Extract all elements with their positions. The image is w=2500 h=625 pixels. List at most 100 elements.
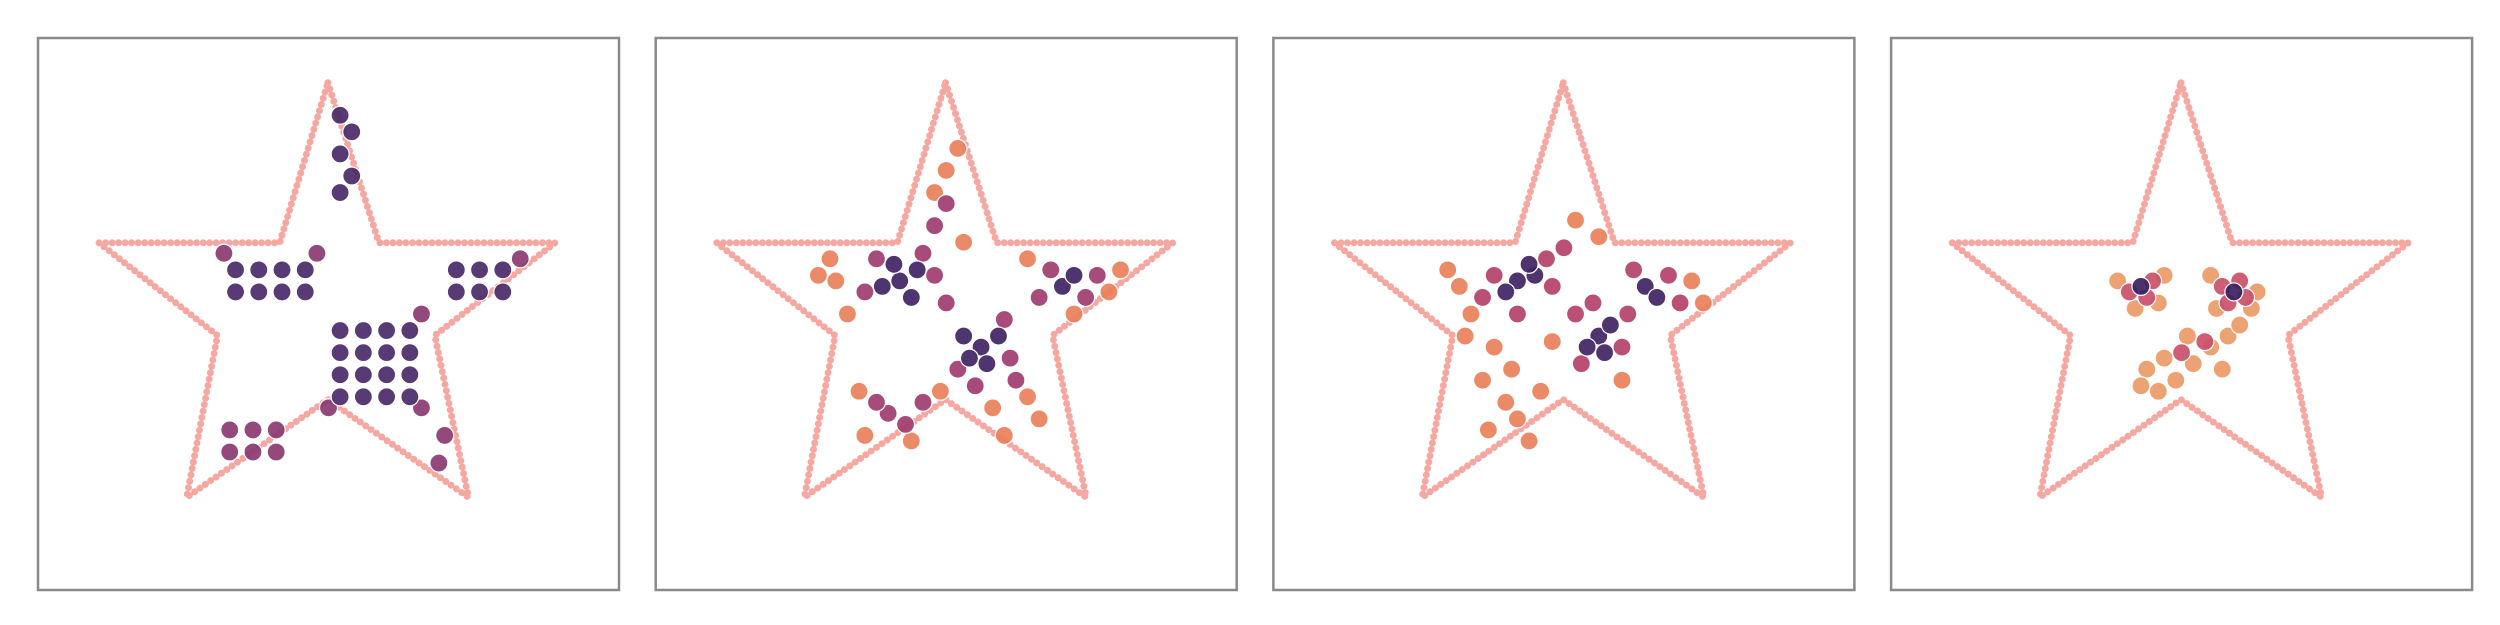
point xyxy=(1064,304,1084,324)
point xyxy=(948,138,968,158)
point xyxy=(353,343,373,363)
point xyxy=(994,309,1014,330)
point xyxy=(1496,392,1516,412)
point xyxy=(220,442,240,462)
point xyxy=(330,320,350,341)
point xyxy=(948,359,968,379)
point xyxy=(330,144,350,164)
point xyxy=(469,260,490,280)
point xyxy=(2154,348,2174,368)
point xyxy=(977,354,997,374)
point xyxy=(2131,276,2151,296)
panel xyxy=(36,36,621,592)
point xyxy=(318,398,339,418)
point xyxy=(1565,304,1586,324)
point xyxy=(1029,287,1049,308)
point xyxy=(493,282,513,302)
point xyxy=(435,425,455,446)
panel-frame xyxy=(654,36,1238,592)
point xyxy=(866,392,887,412)
point xyxy=(1041,260,1061,280)
point xyxy=(2108,271,2128,291)
point xyxy=(214,243,234,263)
star-outline xyxy=(1948,79,2412,501)
point xyxy=(2218,326,2238,346)
point xyxy=(353,365,373,385)
panel xyxy=(1272,36,1856,592)
point xyxy=(1531,381,1551,401)
point xyxy=(272,260,292,280)
point xyxy=(1519,431,1539,451)
point xyxy=(1000,348,1020,368)
point xyxy=(913,392,933,412)
point xyxy=(1519,254,1539,274)
point xyxy=(266,420,286,440)
point xyxy=(1507,409,1528,429)
point xyxy=(330,387,350,407)
point xyxy=(1594,343,1615,363)
point xyxy=(1502,359,1522,379)
point xyxy=(954,326,974,346)
point xyxy=(901,431,921,451)
point xyxy=(353,387,373,407)
point xyxy=(890,271,910,291)
point xyxy=(826,271,846,291)
point xyxy=(936,293,956,313)
point xyxy=(330,182,350,203)
point xyxy=(1542,332,1562,352)
point xyxy=(1571,354,1591,374)
point xyxy=(1087,265,1107,285)
point xyxy=(2148,381,2168,401)
point xyxy=(808,265,828,285)
point xyxy=(353,320,373,341)
point xyxy=(1017,387,1038,407)
point xyxy=(1006,370,1026,390)
point xyxy=(377,365,397,385)
point xyxy=(1017,249,1038,269)
point xyxy=(411,304,432,324)
point xyxy=(1624,260,1644,280)
point xyxy=(220,420,240,440)
point xyxy=(2131,376,2151,396)
point xyxy=(884,254,904,274)
point xyxy=(243,442,263,462)
point xyxy=(1600,315,1620,335)
point xyxy=(866,249,887,269)
point xyxy=(429,453,449,473)
panel xyxy=(1889,36,2474,592)
point xyxy=(411,398,432,418)
point xyxy=(1484,265,1504,285)
point xyxy=(272,282,292,302)
point xyxy=(1612,337,1632,357)
point xyxy=(295,260,315,280)
point xyxy=(1461,304,1481,324)
point xyxy=(400,320,420,341)
point xyxy=(965,376,985,396)
star-outline xyxy=(713,79,1177,501)
point xyxy=(493,260,513,280)
point xyxy=(377,320,397,341)
point xyxy=(1099,282,1119,302)
point xyxy=(1542,276,1562,296)
point xyxy=(1554,238,1574,258)
point xyxy=(446,260,466,280)
point xyxy=(266,442,286,462)
point xyxy=(1658,265,1679,285)
point xyxy=(2224,282,2244,302)
point xyxy=(1577,337,1597,357)
point xyxy=(1455,326,1475,346)
point xyxy=(1110,260,1131,280)
point xyxy=(837,304,858,324)
point xyxy=(878,403,898,423)
point xyxy=(1647,287,1667,308)
point xyxy=(1682,271,1702,291)
point xyxy=(377,343,397,363)
point xyxy=(2230,315,2250,335)
point xyxy=(225,260,246,280)
point xyxy=(872,276,892,296)
point xyxy=(901,287,921,308)
point xyxy=(1076,287,1096,308)
point xyxy=(954,232,974,252)
point xyxy=(936,194,956,214)
point xyxy=(1496,282,1516,302)
